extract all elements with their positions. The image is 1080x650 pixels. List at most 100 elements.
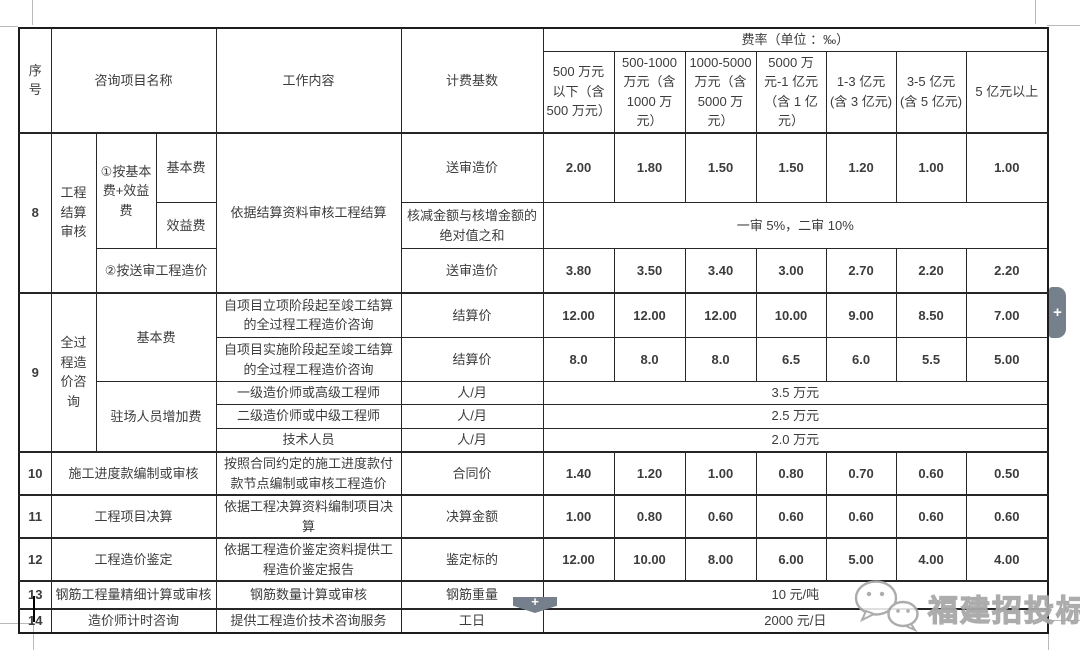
row-10-work: 按照合同约定的施工进度款付款节点编制或审核工程造价 — [215, 451, 402, 496]
row-8-method1: ①按基本费+效益费 — [95, 131, 157, 249]
row-8-method2-label: ②按送审工程造价 — [95, 248, 217, 293]
rate-cell: 12.00 — [613, 291, 686, 338]
row-14-value: 2000 元/日 — [542, 608, 1049, 634]
row-9-staff-1-value: 3.5 万元 — [542, 381, 1049, 405]
plus-icon: + — [531, 594, 539, 609]
row-9-full: 9 全过程造价咨询 基本费 自项目立项阶段起至竣工结算的全过程工程造价咨询 结算… — [18, 291, 1049, 453]
row-14-work: 提供工程造价技术咨询服务 — [215, 608, 402, 634]
margin-mark-top-left-v — [32, 0, 33, 25]
rate-cell: 10.00 — [613, 537, 686, 582]
text-cursor — [33, 596, 35, 622]
rate-cell: 1.20 — [825, 131, 897, 203]
row-10: 10 施工进度款编制或审核 按照合同约定的施工进度款付款节点编制或审核工程造价 … — [18, 451, 1049, 496]
rate-cell: 2.00 — [542, 131, 615, 203]
row-8-benefit: 效益费 核减金额与核增金额的绝对值之和 一审 5%，二审 10% — [19, 202, 1049, 249]
header-bracket-2: 500-1000 万元（含 1000 万元） — [613, 50, 686, 133]
row-8-basic-label: 基本费 — [155, 131, 217, 203]
row-10-no: 10 — [18, 451, 52, 496]
row-9-full-work: 自项目立项阶段起至竣工结算的全过程工程造价咨询 — [215, 291, 402, 338]
rate-cell: 1.00 — [684, 451, 757, 496]
rate-cell: 8.0 — [542, 337, 615, 382]
row-8-benefit-value: 一审 5%，二审 10% — [542, 202, 1049, 249]
row-8-method2: ②按送审工程造价 送审造价 3.80 3.50 3.40 3.00 2.70 2… — [19, 248, 1049, 293]
rate-cell: 0.60 — [895, 494, 967, 539]
rate-cell: 0.60 — [965, 494, 1049, 539]
row-9-staff-3-work: 技术人员 — [215, 427, 402, 453]
rate-cell: 12.00 — [542, 537, 615, 582]
row-12-name: 工程造价鉴定 — [50, 537, 217, 582]
row-10-name: 施工进度款编制或审核 — [50, 451, 217, 496]
rate-cell: 6.0 — [825, 337, 897, 382]
rate-cell: 0.50 — [965, 451, 1049, 496]
margin-mark-bottom-right-v — [1048, 620, 1049, 650]
row-11-no: 11 — [18, 494, 52, 539]
header-col-work: 工作内容 — [215, 27, 402, 133]
header-col-project: 咨询项目名称 — [50, 27, 217, 133]
rate-cell: 0.80 — [755, 451, 827, 496]
row-14-name: 造价师计时咨询 — [50, 608, 217, 634]
row-9-staff-1-base: 人/月 — [400, 381, 544, 405]
rate-cell: 2.20 — [965, 248, 1049, 293]
rate-cell: 3.50 — [613, 248, 686, 293]
row-9-name: 全过程造价咨询 — [50, 291, 97, 453]
rate-cell: 0.80 — [613, 494, 686, 539]
row-12-no: 12 — [18, 537, 52, 582]
rate-cell: 5.00 — [965, 337, 1049, 382]
row-9-staff-2: 二级造价师或中级工程师 人/月 2.5 万元 — [19, 403, 1049, 429]
margin-mark-bottom-right-h — [1048, 620, 1080, 621]
rate-cell: 8.50 — [895, 291, 967, 338]
header-rate-unit: 费率（单位 ：‰） — [542, 27, 1049, 52]
row-13-work: 钢筋数量计算或审核 — [215, 580, 402, 610]
row-13-value: 10 元/吨 — [542, 580, 1049, 610]
row-9-staff-3-base: 人/月 — [400, 427, 544, 453]
expand-bottom-handle[interactable]: + — [513, 597, 557, 613]
rate-cell: 12.00 — [684, 291, 757, 338]
row-14-no: 14 — [18, 608, 52, 634]
row-9-impl-base: 结算价 — [400, 337, 544, 382]
rate-cell: 9.00 — [825, 291, 897, 338]
row-8-basic-base: 送审造价 — [400, 131, 544, 203]
margin-mark-top-left-h — [0, 26, 18, 27]
row-11-base: 决算金额 — [400, 494, 544, 539]
rate-cell: 8.00 — [684, 537, 757, 582]
rate-cell: 1.40 — [542, 451, 615, 496]
rate-cell: 0.60 — [684, 494, 757, 539]
row-12: 12 工程造价鉴定 依据工程造价鉴定资料提供工程造价鉴定报告 鉴定标的 12.0… — [18, 537, 1049, 582]
margin-mark-top-right-h — [1047, 25, 1080, 26]
rate-cell: 1.00 — [965, 131, 1049, 203]
header-col-base: 计费基数 — [400, 27, 544, 133]
rate-cell: 2.20 — [895, 248, 967, 293]
row-14-base: 工日 — [400, 608, 544, 634]
row-8-work: 依据结算资料审核工程结算 — [215, 131, 402, 293]
row-9-staff-1: 驻场人员增加费 一级造价师或高级工程师 人/月 3.5 万元 — [19, 381, 1049, 453]
rate-cell: 1.00 — [542, 494, 615, 539]
header-bracket-4: 5000 万元-1 亿元（含 1 亿元） — [755, 50, 827, 133]
row-8-benefit-base: 核减金额与核增金额的绝对值之和 — [400, 202, 544, 249]
plus-icon: + — [1053, 304, 1062, 321]
row-12-work: 依据工程造价鉴定资料提供工程造价鉴定报告 — [215, 537, 402, 582]
rate-cell: 2.70 — [825, 248, 897, 293]
rate-cell: 12.00 — [542, 291, 615, 338]
row-9-no: 9 — [18, 291, 52, 453]
header-bracket-6: 3-5 亿元(含 5 亿元) — [895, 50, 967, 133]
header-bracket-1: 500 万元以下（含 500 万元） — [542, 50, 615, 133]
header-bracket-5: 1-3 亿元(含 3 亿元) — [825, 50, 897, 133]
margin-mark-bottom-left-h — [0, 623, 33, 624]
row-13-name: 钢筋工程量精细计算或审核 — [50, 580, 217, 610]
row-8-name: 工程结算审核 — [50, 131, 97, 293]
rate-cell: 10.00 — [755, 291, 827, 338]
rate-cell: 1.50 — [684, 131, 757, 203]
rate-cell: 0.60 — [755, 494, 827, 539]
row-9-staff-2-work: 二级造价师或中级工程师 — [215, 403, 402, 429]
expand-right-handle[interactable]: + — [1049, 287, 1066, 338]
row-9-staff-2-base: 人/月 — [400, 403, 544, 429]
rate-cell: 0.60 — [895, 451, 967, 496]
header-row-1: 序号 咨询项目名称 工作内容 计费基数 费率（单位 ：‰） — [18, 27, 1049, 133]
rate-cell: 8.0 — [684, 337, 757, 382]
row-9-impl: 自项目实施阶段起至竣工结算的全过程工程造价咨询 结算价 8.0 8.0 8.0 … — [19, 337, 1049, 382]
rate-cell: 8.0 — [613, 337, 686, 382]
row-13: 13 钢筋工程量精细计算或审核 钢筋数量计算或审核 钢筋重量 10 元/吨 — [18, 580, 1049, 610]
header-row-2: 500 万元以下（含 500 万元） 500-1000 万元（含 1000 万元… — [19, 50, 1049, 133]
rate-cell: 5.00 — [825, 537, 897, 582]
